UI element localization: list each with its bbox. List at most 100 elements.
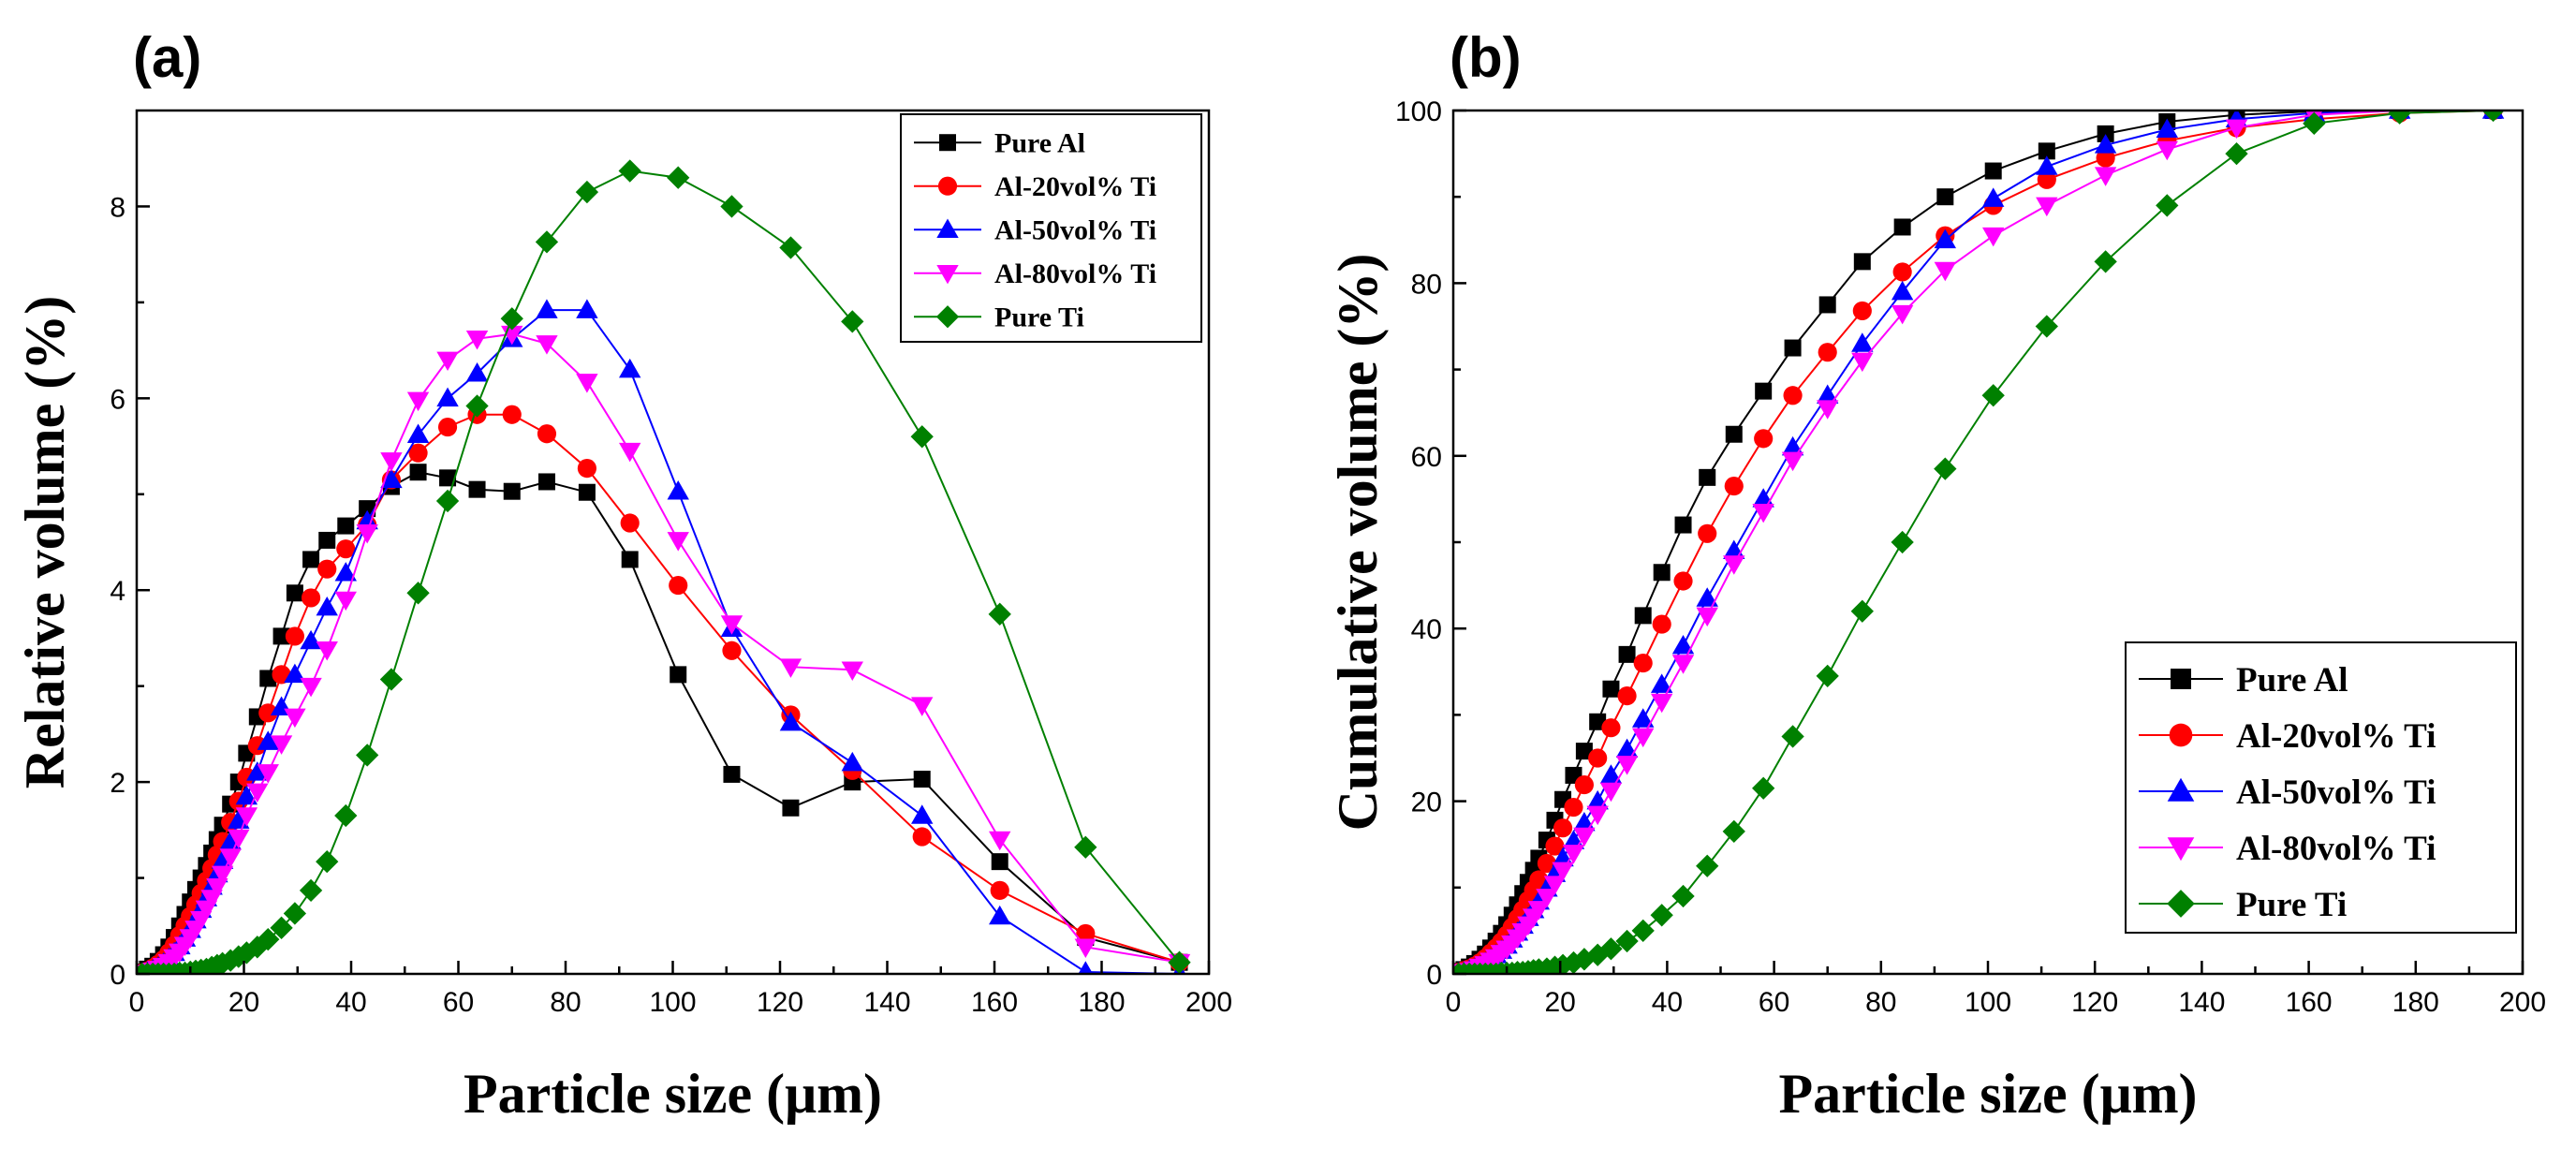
legend-marker — [935, 305, 960, 329]
data-point-pure-al — [723, 765, 741, 783]
data-point-al-80vol-ti — [284, 708, 306, 729]
x-tick-label: 80 — [1865, 987, 1896, 1018]
legend-marker — [936, 264, 959, 285]
legend-label: Pure Ti — [2236, 886, 2347, 924]
data-point-al-80vol-ti — [1934, 261, 1957, 282]
data-point-al-80vol-ti — [576, 374, 598, 393]
y-tick-label: 40 — [1411, 614, 1442, 645]
data-point-pure-al — [670, 666, 687, 684]
data-point-al-80vol-ti — [1586, 805, 1609, 826]
data-point-al-20vol-ti — [722, 641, 742, 660]
x-axis-title: Particle size (μm) — [464, 1063, 882, 1125]
data-point-al-50vol-ti — [536, 299, 558, 318]
legend-marker — [2171, 669, 2191, 689]
legend-marker — [937, 176, 958, 196]
series-line-al-20vol-ti — [141, 413, 1180, 974]
data-point-al-80vol-ti — [1536, 889, 1558, 908]
legend: Pure Al Al-20vol% Ti Al-50vol% Ti Al-80vol%… — [900, 113, 1202, 343]
data-point-pure-ti — [720, 195, 743, 218]
data-point-al-20vol-ti — [301, 588, 321, 608]
series-al-20vol-ti — [137, 405, 1189, 974]
data-point-al-20vol-ti — [990, 880, 1009, 900]
data-point-pure-ti — [2388, 110, 2411, 125]
data-point-al-80vol-ti — [1817, 400, 1839, 420]
legend-item-al-80vol-ti: Al-80vol% Ti — [2139, 830, 2436, 868]
data-point-pure-ti — [910, 425, 934, 449]
data-point-al-50vol-ti — [619, 358, 641, 378]
x-tick-label: 180 — [2392, 987, 2439, 1018]
y-tick-label: 100 — [1395, 96, 1442, 127]
data-point-al-20vol-ti — [912, 827, 932, 847]
data-point-pure-ti — [257, 927, 280, 951]
data-point-al-20vol-ti — [336, 539, 356, 559]
legend-label: Pure Al — [994, 128, 1085, 159]
data-point-al-50vol-ti — [235, 785, 258, 805]
data-point-al-80vol-ti — [1781, 451, 1804, 472]
data-point-pure-ti — [2156, 194, 2179, 217]
data-point-pure-ti — [245, 935, 269, 959]
x-tick-label: 0 — [1446, 987, 1462, 1018]
data-point-pure-ti — [1816, 664, 1839, 688]
data-point-al-80vol-ti — [246, 783, 269, 803]
legend-item-al-20vol-ti: Al-20vol% Ti — [914, 171, 1156, 202]
data-point-al-80vol-ti — [1982, 227, 2005, 247]
data-point-pure-ti — [618, 159, 641, 183]
data-point-al-20vol-ti — [408, 443, 428, 463]
data-point-al-80vol-ti — [2094, 167, 2117, 186]
data-point-al-20vol-ti — [1588, 748, 1608, 768]
legend-label: Al-50vol% Ti — [994, 215, 1156, 246]
legend-label: Al-80vol% Ti — [994, 258, 1156, 289]
data-point-al-50vol-ti — [1632, 708, 1655, 728]
x-tick-label: 140 — [2178, 987, 2225, 1018]
data-point-al-50vol-ti — [1982, 187, 2005, 207]
legend-item-pure-al: Pure Al — [914, 128, 1085, 159]
data-point-pure-al — [1634, 607, 1652, 625]
data-point-al-50vol-ti — [2036, 155, 2058, 175]
x-tick-label: 100 — [649, 987, 696, 1018]
data-point-pure-ti — [1615, 929, 1639, 953]
data-point-pure-al — [439, 469, 457, 487]
x-tick-label: 200 — [2499, 987, 2546, 1018]
legend-item-pure-ti: Pure Ti — [914, 302, 1084, 333]
legend-label: Al-20vol% Ti — [2236, 717, 2436, 756]
data-point-pure-al — [1602, 680, 1620, 698]
data-point-al-20vol-ti — [1783, 386, 1803, 405]
data-point-al-50vol-ti — [1599, 764, 1623, 784]
data-point-pure-ti — [219, 949, 243, 972]
data-point-pure-ti — [334, 803, 358, 828]
data-point-pure-al — [1936, 188, 1954, 206]
data-point-pure-ti — [1599, 937, 1623, 961]
legend-item-al-50vol-ti: Al-50vol% Ti — [2139, 773, 2436, 812]
y-tick-label: 80 — [1411, 269, 1442, 300]
data-point-al-20vol-ti — [317, 559, 337, 579]
data-point-pure-ti — [535, 230, 559, 254]
legend: Pure Al Al-20vol% Ti Al-50vol% Ti Al-80vol%… — [2125, 641, 2517, 934]
data-point-al-80vol-ti — [211, 865, 234, 886]
x-tick-label: 20 — [228, 987, 259, 1018]
x-tick-label: 100 — [1965, 987, 2011, 1018]
data-point-al-50vol-ti — [841, 751, 863, 772]
data-point-pure-al — [578, 483, 596, 501]
data-point-pure-ti — [316, 849, 339, 874]
data-point-al-50vol-ti — [436, 387, 459, 407]
data-point-pure-ti — [779, 236, 802, 259]
data-point-al-80vol-ti — [1891, 304, 1914, 325]
data-point-al-20vol-ti — [1754, 429, 1774, 449]
data-point-al-20vol-ti — [1673, 571, 1693, 591]
data-point-pure-ti — [1696, 854, 1719, 877]
legend-label: Al-50vol% Ti — [2236, 773, 2436, 812]
data-point-pure-ti — [406, 582, 430, 605]
data-point-pure-ti — [1671, 884, 1695, 908]
data-point-al-80vol-ti — [1723, 555, 1745, 575]
legend-label: Pure Al — [2236, 661, 2348, 700]
data-point-al-80vol-ti — [380, 452, 403, 472]
data-point-al-80vol-ti — [1562, 845, 1585, 864]
data-point-al-20vol-ti — [1601, 718, 1621, 738]
data-point-al-20vol-ti — [1892, 262, 1912, 282]
data-point-al-20vol-ti — [247, 736, 267, 756]
y-tick-label: 20 — [1411, 788, 1442, 818]
x-tick-label: 60 — [443, 987, 474, 1018]
data-point-pure-al — [337, 517, 355, 535]
data-point-pure-ti — [841, 310, 864, 333]
data-point-al-50vol-ti — [1891, 280, 1914, 301]
